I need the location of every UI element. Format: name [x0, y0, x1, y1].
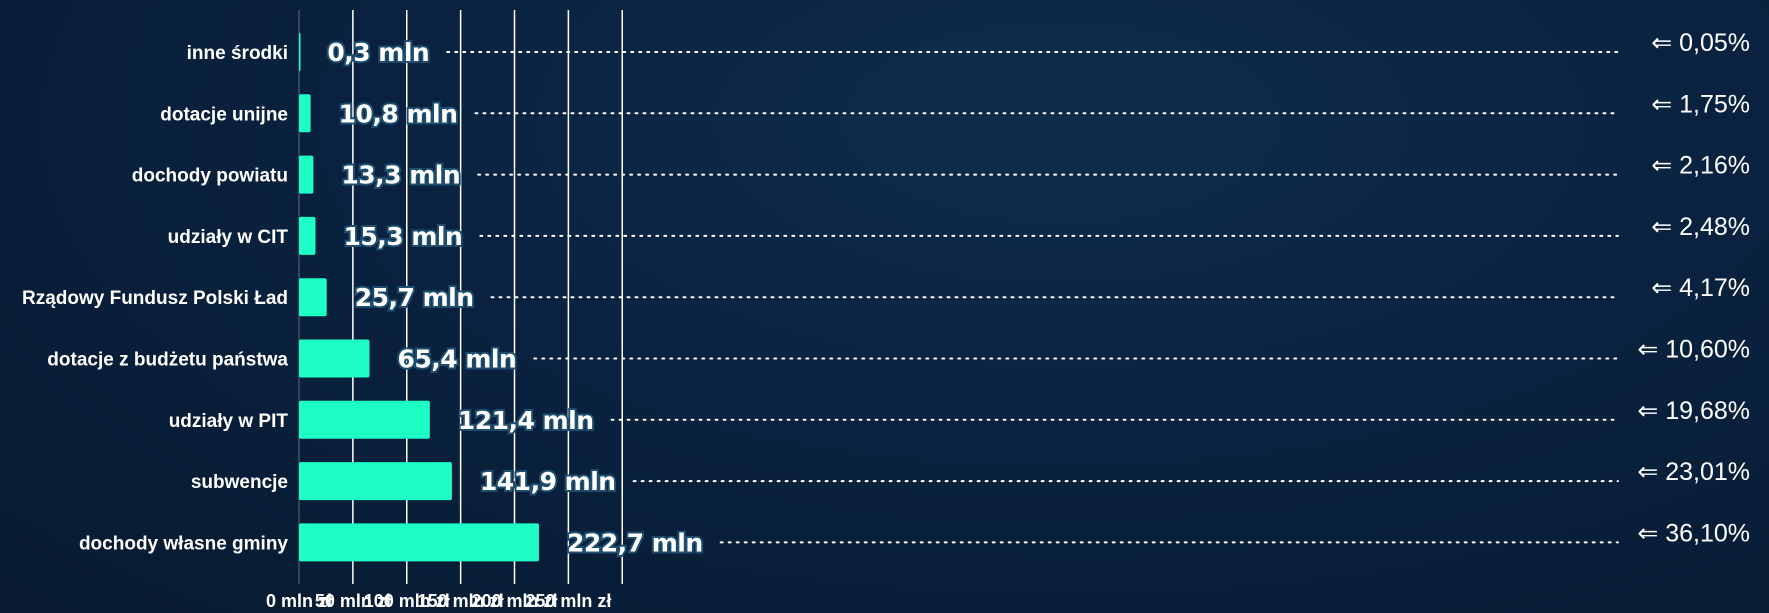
category-label: dochody powiatu [132, 166, 288, 187]
x-tick-label: 150 mln zł [418, 591, 504, 611]
bar [299, 523, 539, 562]
category-label: udziały w PIT [169, 411, 289, 432]
bar [299, 462, 452, 501]
percent-label: ⇐ 0,05% [1651, 29, 1750, 57]
value-label: 65,4 mln [397, 345, 516, 374]
category-label: inne środki [187, 43, 288, 64]
category-label: udziały w CIT [168, 227, 289, 248]
value-label: 121,4 mln [458, 406, 594, 435]
x-tick-label: 100 mln zł [364, 591, 450, 611]
category-label: dotacje z budżetu państwa [47, 350, 288, 371]
value-label: 141,9 mln [480, 467, 616, 496]
bar [299, 155, 314, 194]
value-label: 25,7 mln [355, 283, 474, 312]
x-tick-label: 200 mln zł [471, 591, 557, 611]
category-label: subwencje [191, 472, 288, 493]
x-tick-label: 250 mln zł [525, 591, 611, 611]
category-label: Rządowy Fundusz Polski Ład [22, 288, 288, 309]
percent-label: ⇐ 36,10% [1637, 519, 1750, 547]
percent-label: ⇐ 2,48% [1651, 213, 1750, 241]
value-label: 0,3 mln [327, 38, 429, 67]
value-label: 222,7 mln [567, 528, 703, 557]
value-label: 15,3 mln [343, 222, 462, 251]
category-label: dotacje unijne [160, 104, 288, 125]
percent-label: ⇐ 10,60% [1637, 336, 1750, 364]
percent-label: ⇐ 1,75% [1651, 90, 1750, 118]
bar [299, 94, 311, 133]
percent-label: ⇐ 23,01% [1637, 458, 1750, 486]
bar [299, 216, 316, 255]
percent-label: ⇐ 4,17% [1651, 274, 1750, 302]
value-label: 13,3 mln [341, 161, 460, 190]
percent-label: ⇐ 19,68% [1637, 397, 1750, 425]
value-label: 10,8 mln [339, 99, 458, 128]
x-tick-label: 0 mln zł [266, 591, 332, 611]
bar [299, 400, 430, 439]
x-tick-label: 50 mln zł [315, 591, 391, 611]
category-label: dochody własne gminy [79, 533, 288, 554]
bar [299, 33, 301, 71]
percent-label: ⇐ 2,16% [1651, 152, 1750, 180]
bar [299, 278, 327, 317]
bar [299, 339, 370, 378]
